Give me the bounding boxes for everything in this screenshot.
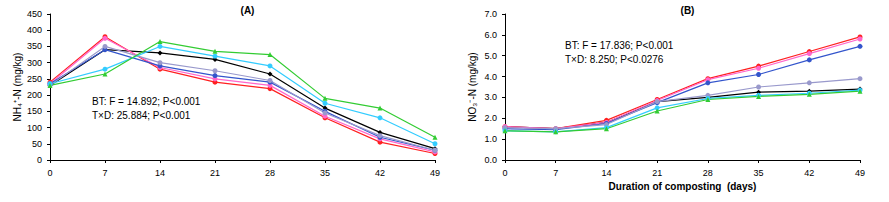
svg-text:250: 250: [27, 74, 42, 84]
svg-text:400: 400: [27, 25, 42, 35]
svg-text:42: 42: [375, 168, 385, 178]
svg-text:2.0: 2.0: [484, 113, 497, 123]
svg-text:7.0: 7.0: [484, 9, 497, 19]
svg-text:0: 0: [502, 168, 507, 178]
svg-text:35: 35: [754, 168, 764, 178]
svg-text:200: 200: [27, 90, 42, 100]
svg-text:(A): (A): [241, 5, 255, 16]
svg-text:14: 14: [601, 168, 611, 178]
svg-text:3.0: 3.0: [484, 92, 497, 102]
svg-text:50: 50: [32, 139, 42, 149]
svg-text:49: 49: [855, 168, 865, 178]
svg-text:28: 28: [703, 168, 713, 178]
svg-text:Duration of composting (days): Duration of composting (days): [609, 181, 757, 192]
svg-text:6.0: 6.0: [484, 30, 497, 40]
svg-text:0: 0: [37, 155, 42, 165]
svg-text:1.0: 1.0: [484, 134, 497, 144]
svg-text:BT: F = 14.892; P<0.001: BT: F = 14.892; P<0.001: [92, 96, 201, 107]
svg-text:5.0: 5.0: [484, 51, 497, 61]
svg-text:0.0: 0.0: [484, 155, 497, 165]
svg-text:350: 350: [27, 41, 42, 51]
svg-text:100: 100: [27, 123, 42, 133]
svg-text:BT: F = 17.836; P<0.001: BT: F = 17.836; P<0.001: [565, 40, 674, 51]
svg-text:NO₃⁻-N (mg/kg): NO₃⁻-N (mg/kg): [467, 52, 478, 121]
svg-text:(B): (B): [681, 5, 695, 16]
svg-text:28: 28: [265, 168, 275, 178]
svg-text:49: 49: [430, 168, 440, 178]
svg-text:T×D: 8.250; P<0.0276: T×D: 8.250; P<0.0276: [565, 54, 664, 65]
svg-text:4.0: 4.0: [484, 72, 497, 82]
svg-text:450: 450: [27, 9, 42, 19]
svg-text:T×D: 25.884; P<0.001: T×D: 25.884; P<0.001: [92, 110, 191, 121]
svg-text:14: 14: [155, 168, 165, 178]
svg-text:150: 150: [27, 106, 42, 116]
svg-text:0: 0: [47, 168, 52, 178]
svg-text:300: 300: [27, 58, 42, 68]
svg-text:7: 7: [102, 168, 107, 178]
svg-text:42: 42: [804, 168, 814, 178]
svg-text:35: 35: [320, 168, 330, 178]
svg-text:21: 21: [652, 168, 662, 178]
svg-text:NH₄⁺-N (mg/kg): NH₄⁺-N (mg/kg): [12, 53, 23, 122]
svg-text:7: 7: [553, 168, 558, 178]
svg-text:21: 21: [210, 168, 220, 178]
